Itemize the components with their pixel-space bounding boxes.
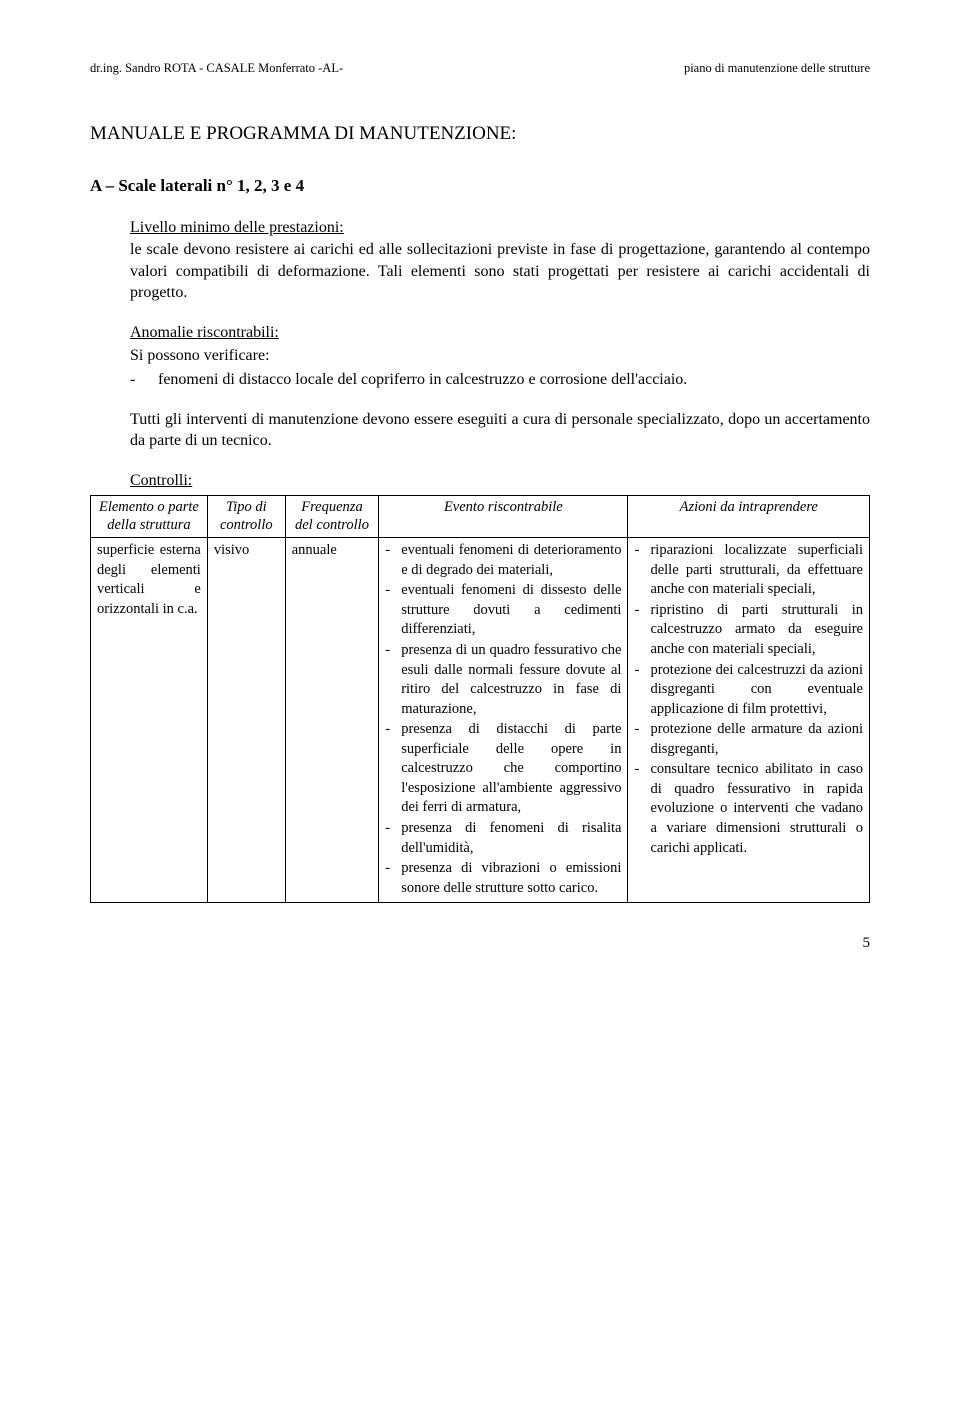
page-number: 5 xyxy=(90,933,870,953)
controlli-table: Elemento o parte della struttura Tipo di… xyxy=(90,495,870,903)
livello-block: Livello minimo delle prestazioni: le sca… xyxy=(130,217,870,303)
col-header-frequenza: Frequenza del controllo xyxy=(285,496,378,538)
header-left: dr.ing. Sandro ROTA - CASALE Monferrato … xyxy=(90,60,343,77)
azioni-list: riparazioni localizzate superficiali del… xyxy=(634,541,863,858)
list-item: presenza di vibrazioni o emissioni sonor… xyxy=(385,859,621,898)
list-item: ripristino di parti strutturali in calce… xyxy=(634,601,863,660)
note-text: Tutti gli interventi di manutenzione dev… xyxy=(130,409,870,452)
col-header-evento: Evento riscontrabile xyxy=(379,496,628,538)
list-item: presenza di un quadro fessurativo che es… xyxy=(385,641,621,719)
col-header-azioni: Azioni da intraprendere xyxy=(628,496,870,538)
cell-azioni: riparazioni localizzate superficiali del… xyxy=(628,538,870,903)
cell-tipo: visivo xyxy=(207,538,285,903)
col-header-tipo: Tipo di controllo xyxy=(207,496,285,538)
eventi-list: eventuali fenomeni di deterioramento e d… xyxy=(385,541,621,898)
list-item: presenza di distacchi di parte superfici… xyxy=(385,720,621,818)
cell-elemento: superficie esterna degli elementi vertic… xyxy=(91,538,208,903)
list-item: protezione dei calcestruzzi da azioni di… xyxy=(634,661,863,720)
anomalie-list: fenomeni di distacco locale del coprifer… xyxy=(90,369,870,391)
col-header-elemento: Elemento o parte della struttura xyxy=(91,496,208,538)
list-item: presenza di fenomeni di risalita dell'um… xyxy=(385,819,621,858)
main-title: MANUALE E PROGRAMMA DI MANUTENZIONE: xyxy=(90,121,870,147)
livello-text: le scale devono resistere ai carichi ed … xyxy=(130,241,870,301)
livello-heading: Livello minimo delle prestazioni: xyxy=(130,219,344,236)
list-item: consultare tecnico abilitato in caso di … xyxy=(634,760,863,858)
header-right: piano di manutenzione delle strutture xyxy=(684,60,870,77)
anomalie-block: Anomalie riscontrabili: Si possono verif… xyxy=(130,322,870,367)
section-label: A – Scale laterali n° 1, 2, 3 e 4 xyxy=(90,175,870,198)
cell-eventi: eventuali fenomeni di deterioramento e d… xyxy=(379,538,628,903)
anomalie-intro: Si possono verificare: xyxy=(130,345,870,367)
table-row: superficie esterna degli elementi vertic… xyxy=(91,538,870,903)
table-header-row: Elemento o parte della struttura Tipo di… xyxy=(91,496,870,538)
list-item: eventuali fenomeni di deterioramento e d… xyxy=(385,541,621,580)
list-item: riparazioni localizzate superficiali del… xyxy=(634,541,863,600)
controlli-heading: Controlli: xyxy=(130,470,870,492)
list-item: protezione delle armature da azioni disg… xyxy=(634,720,863,759)
list-item: fenomeni di distacco locale del coprifer… xyxy=(130,369,870,391)
page-header: dr.ing. Sandro ROTA - CASALE Monferrato … xyxy=(90,60,870,77)
cell-frequenza: annuale xyxy=(285,538,378,903)
list-item: eventuali fenomeni di dissesto delle str… xyxy=(385,581,621,640)
anomalie-heading: Anomalie riscontrabili: xyxy=(130,322,870,344)
